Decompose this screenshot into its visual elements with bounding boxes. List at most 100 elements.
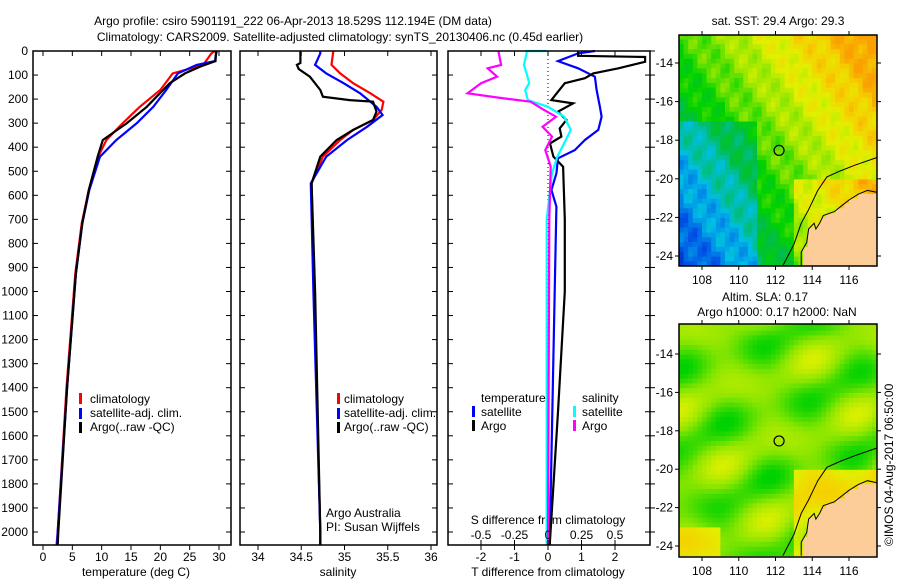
- map-cell: [798, 488, 804, 494]
- map-cell: [775, 378, 781, 384]
- map-cell: [839, 541, 845, 547]
- map-cell: [706, 125, 712, 132]
- map-cell: [720, 406, 726, 413]
- map-cell: [725, 517, 731, 523]
- map-cell: [770, 454, 777, 461]
- map-cell: [761, 493, 767, 499]
- map-cell: [775, 164, 781, 170]
- map-cell: [839, 38, 845, 45]
- map-cell: [858, 382, 864, 389]
- map-cell: [862, 149, 868, 156]
- map-cell: [849, 217, 855, 223]
- map-cell: [862, 193, 868, 199]
- map-cell: [683, 183, 689, 189]
- map-cell: [688, 116, 694, 122]
- map-cell: [835, 354, 841, 360]
- map-cell: [789, 77, 795, 83]
- map-cell: [757, 101, 763, 107]
- map-cell: [692, 106, 698, 112]
- map-cell: [743, 140, 749, 146]
- map-cell: [826, 207, 832, 214]
- map-cell: [775, 416, 781, 422]
- map-cell: [720, 227, 726, 233]
- map-cell: [839, 411, 845, 417]
- map-cell: [729, 339, 735, 345]
- map-cell: [793, 120, 800, 127]
- map-cell: [688, 241, 694, 247]
- map-cell: [793, 87, 800, 93]
- map-cell: [729, 63, 735, 69]
- map-cell: [858, 368, 864, 374]
- map-cell: [747, 67, 754, 74]
- map-cell: [789, 256, 795, 262]
- map-cell: [872, 67, 878, 74]
- map-cell: [839, 325, 845, 331]
- map-cell: [835, 217, 841, 223]
- map-cell: [729, 416, 735, 422]
- series-line-climatology: [310, 50, 385, 546]
- map-cell: [853, 363, 859, 369]
- map-cell: [844, 43, 850, 50]
- map-cell: [720, 526, 726, 533]
- map-cell: [692, 125, 698, 132]
- map-cell: [725, 260, 731, 267]
- map-cell: [729, 82, 735, 88]
- map-cell: [816, 145, 822, 151]
- map-cell: [757, 522, 763, 528]
- map-cell: [729, 35, 735, 40]
- map-cell: [720, 149, 726, 156]
- map-cell: [725, 236, 731, 243]
- map-cell: [793, 531, 800, 537]
- map-cell: [858, 459, 864, 465]
- map-cell: [697, 402, 703, 408]
- map-cell: [706, 53, 712, 59]
- map-cell: [830, 373, 836, 379]
- legend-label-satellite: satellite-adj. clim.: [344, 406, 436, 420]
- map-cell: [816, 469, 822, 475]
- map-cell: [803, 349, 809, 355]
- map-cell: [798, 330, 804, 336]
- map-cell: [835, 154, 841, 161]
- map-cell: [862, 378, 868, 384]
- map-cell: [720, 354, 726, 360]
- map-cell: [812, 43, 818, 50]
- map-cell: [683, 38, 689, 45]
- map-cell: [807, 145, 813, 151]
- map-cell: [711, 435, 717, 441]
- map-cell: [720, 67, 726, 74]
- map-cell: [803, 483, 809, 489]
- map-cell: [757, 246, 763, 252]
- map-cell: [780, 526, 786, 533]
- map-cell: [803, 382, 809, 389]
- map-cell: [844, 541, 850, 547]
- map-cell: [872, 382, 878, 389]
- map-cell: [688, 140, 694, 146]
- map-cell: [766, 101, 772, 107]
- map-cell: [826, 58, 832, 64]
- map-cell: [738, 96, 744, 103]
- map-cell: [867, 260, 873, 267]
- map-cell: [784, 541, 790, 547]
- map-cell: [706, 77, 712, 83]
- map-cell: [839, 488, 845, 494]
- map-cell: [798, 227, 804, 233]
- map-cell: [849, 178, 855, 185]
- map-cell: [803, 450, 809, 456]
- map-cell: [872, 101, 878, 107]
- map-cell: [789, 154, 795, 161]
- map-cell: [747, 550, 754, 557]
- map-cell: [803, 474, 809, 480]
- map-cell: [867, 488, 873, 494]
- map-cell: [702, 354, 708, 360]
- map-cell: [725, 202, 731, 209]
- map-cell: [798, 339, 804, 345]
- map-cell: [683, 188, 689, 194]
- map-cell: [706, 397, 712, 403]
- map-cell: [816, 135, 822, 141]
- map-cell: [752, 435, 758, 441]
- map-cell: [812, 536, 818, 542]
- map-cell: [711, 550, 717, 557]
- map-cell: [872, 334, 878, 341]
- map-cell: [725, 159, 731, 165]
- map-cell: [858, 354, 864, 360]
